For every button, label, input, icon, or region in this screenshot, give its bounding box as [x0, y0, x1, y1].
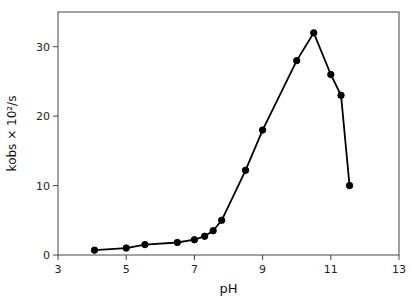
x-tick: [262, 255, 263, 260]
y-tick-label: 10: [36, 180, 50, 193]
x-tick: [194, 255, 195, 260]
series: [91, 30, 352, 254]
marker: [242, 167, 248, 173]
marker: [142, 241, 148, 247]
x-tick: [399, 255, 400, 260]
x-tick: [58, 255, 59, 260]
x-tick-label: 13: [392, 263, 406, 276]
x-tick-label: 9: [259, 263, 266, 276]
marker: [338, 92, 344, 98]
marker: [191, 237, 197, 243]
marker: [201, 233, 207, 239]
y-tick: [53, 255, 58, 256]
y-axis-label: kobs × 10²/s: [5, 96, 19, 172]
marker: [123, 245, 129, 251]
x-tick-label: 3: [55, 263, 62, 276]
y-tick-label: 20: [36, 110, 50, 123]
marker: [294, 57, 300, 63]
marker: [328, 71, 334, 77]
x-tick-label: 7: [191, 263, 198, 276]
marker: [91, 247, 97, 253]
y-tick-label: 0: [43, 249, 50, 262]
plot-frame: [58, 12, 399, 255]
line: [94, 33, 349, 250]
y-tick: [53, 185, 58, 186]
x-axis-label: pH: [219, 281, 237, 296]
x-tick-label: 11: [324, 263, 338, 276]
y-tick: [53, 46, 58, 47]
marker: [259, 127, 265, 133]
marker: [174, 239, 180, 245]
y-tick: [53, 116, 58, 117]
chart: 3 5 7 9 11 13 0 10 20 30 pH kobs × 10²/s: [0, 0, 413, 301]
y-tick-label: 30: [36, 41, 50, 54]
marker: [311, 30, 317, 36]
marker: [218, 217, 224, 223]
x-tick: [126, 255, 127, 260]
marker: [210, 228, 216, 234]
marker: [346, 182, 352, 188]
x-tick: [330, 255, 331, 260]
x-tick-label: 5: [123, 263, 130, 276]
